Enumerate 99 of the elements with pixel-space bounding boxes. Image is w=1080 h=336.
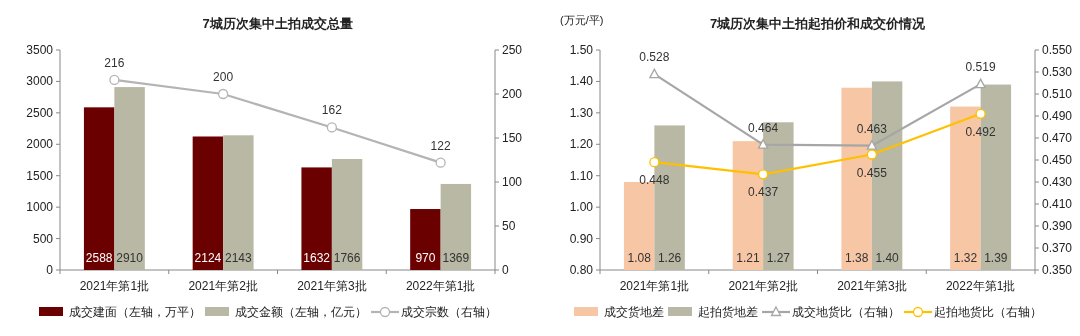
x-tick-label: 2021年第3批 [837, 279, 907, 293]
point [757, 169, 769, 180]
y2-tick-label: 0.410 [1042, 197, 1073, 211]
y-tick-label: 1.30 [569, 105, 594, 120]
bar [192, 136, 224, 270]
bar [83, 107, 115, 270]
y2-tick-label: 0.490 [1042, 109, 1073, 123]
x-tick-label: 2022年第1批 [945, 279, 1016, 293]
y-tick-label: 1500 [26, 168, 54, 183]
y2-tick-label: 0.450 [1042, 153, 1073, 167]
x-tick-label: 2021年第2批 [728, 279, 798, 293]
y2-tick-label: 0.530 [1042, 65, 1073, 79]
data-label: 1632 [303, 251, 331, 265]
y2-tick-label: 100 [502, 175, 523, 189]
y2-tick-label: 200 [502, 87, 523, 101]
y2-tick-label: 0.430 [1042, 175, 1073, 189]
data-label: 2588 [85, 251, 113, 265]
x-tick-label: 2021年第1批 [79, 279, 150, 293]
data-label: 2124 [194, 251, 222, 265]
point [649, 68, 660, 79]
y-tick-label: 2000 [26, 137, 54, 152]
data-label: 1.39 [984, 251, 1008, 265]
point [866, 149, 878, 160]
x-tick-label: 2021年第3批 [297, 279, 367, 293]
bar [440, 183, 472, 270]
y2-tick-label: 0.370 [1042, 241, 1073, 255]
y-tick-label: 2500 [26, 105, 54, 120]
data-label: 200 [213, 70, 234, 84]
y-tick-label: 0.80 [569, 263, 594, 277]
point [866, 140, 878, 150]
data-label: 0.519 [965, 60, 996, 75]
data-label: 1.38 [844, 251, 869, 265]
legend-label: 成交宗数（右轴） [401, 305, 497, 319]
data-label: 0.492 [965, 124, 996, 139]
point [975, 78, 986, 89]
data-label: 0.455 [856, 165, 888, 180]
y2-tick-label: 50 [502, 219, 516, 233]
y2-tick-label: 0.350 [1042, 263, 1073, 277]
y-tick-label: 3000 [26, 74, 54, 89]
bar [223, 135, 254, 270]
x-tick-label: 2021年第1批 [619, 279, 690, 293]
bar [410, 209, 441, 270]
y-tick-label: 3500 [26, 43, 54, 57]
legend-label: 成交金额（左轴，亿元） [235, 305, 367, 319]
point [435, 157, 446, 168]
y2-tick-label: 0.470 [1042, 131, 1073, 145]
y-tick-label: 1.10 [569, 168, 594, 183]
data-label: 1.32 [953, 251, 978, 265]
y-tick-label: 1.00 [569, 200, 594, 215]
x-tick-label: 2022年第1批 [405, 279, 476, 293]
data-label: 0.528 [639, 50, 670, 65]
y-axis-title: (万元/平) [560, 14, 604, 26]
y-tick-label: 1000 [26, 200, 54, 215]
data-label: 1766 [333, 251, 361, 265]
y-tick-label: 1.20 [569, 137, 594, 152]
data-label: 970 [415, 251, 436, 265]
data-label: 1.26 [657, 251, 682, 265]
point [649, 157, 660, 168]
point [217, 88, 229, 100]
data-label: 162 [321, 103, 343, 118]
data-label: 0.464 [748, 120, 779, 135]
bar [331, 158, 363, 270]
y-tick-label: 0 [46, 263, 54, 277]
data-label: 1.27 [766, 251, 791, 265]
point [109, 74, 120, 86]
point [326, 122, 338, 133]
data-label: 1.40 [875, 251, 900, 265]
data-label: 2143 [225, 251, 253, 265]
y2-tick-label: 0.390 [1042, 219, 1073, 233]
legend-label: 起拍地货比（右轴） [934, 305, 1042, 319]
point [975, 108, 986, 119]
y-tick-label: 500 [32, 231, 54, 246]
data-label: 0.463 [856, 121, 888, 136]
legend-label: 起拍货地差 [698, 305, 758, 319]
y-tick-label: 1.50 [569, 43, 594, 57]
legend-label: 成交建面（左轴，万平） [69, 305, 201, 319]
data-label: 2910 [116, 251, 144, 265]
y2-tick-label: 150 [502, 131, 523, 145]
y2-tick-label: 0.510 [1042, 87, 1073, 101]
y-tick-label: 0.90 [569, 231, 594, 246]
y2-tick-label: 0 [502, 263, 509, 277]
data-label: 122 [430, 138, 451, 153]
x-tick-label: 2021年第2批 [188, 279, 258, 293]
data-label: 216 [104, 55, 125, 70]
y2-tick-label: 250 [502, 43, 523, 57]
bar [301, 167, 332, 270]
data-label: 0.448 [639, 173, 670, 188]
bar [114, 87, 145, 270]
data-label: 1.21 [736, 251, 760, 265]
data-label: 1369 [442, 251, 470, 265]
chart-title: 7城历次集中土拍起拍价和成交价情况 [709, 16, 927, 31]
legend-label: 成交货地差 [604, 305, 664, 319]
point [757, 138, 769, 149]
data-label: 1.08 [627, 251, 652, 265]
legend-label: 成交地货比（右轴） [792, 305, 900, 319]
y-tick-label: 1.40 [569, 74, 594, 89]
data-label: 0.437 [748, 185, 779, 200]
y2-tick-label: 0.550 [1042, 43, 1073, 57]
chart-title: 7城历次集中土拍成交总量 [202, 16, 353, 31]
